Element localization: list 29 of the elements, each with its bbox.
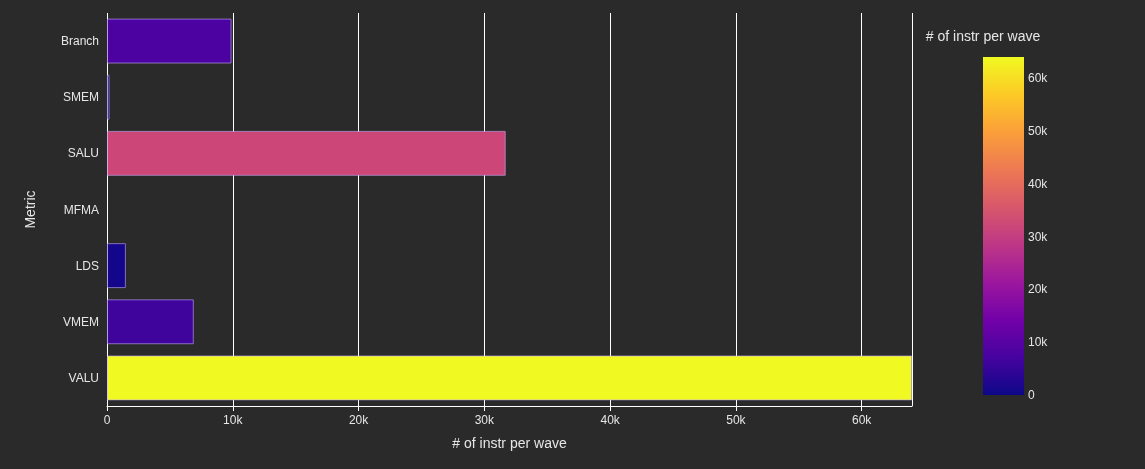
bar [107,243,126,289]
x-tick-label: 10k [223,413,244,427]
y-tick-label: LDS [75,258,99,273]
color-bar-title: # of instr per wave [925,28,1041,44]
color-bar-label: 60k [1028,71,1049,86]
x-tick-label: 40k [600,413,621,427]
x-tick-label: 30k [474,413,496,427]
y-tick-label: SALU [67,146,99,161]
color-bar-label: 10k [1028,335,1049,350]
x-tick-label: 60k [852,413,873,427]
bar [107,355,912,401]
color-bar-label: 20k [1028,282,1049,297]
y-tick-label: MFMA [63,202,99,217]
color-bar-label: 0 [1028,388,1035,402]
bar [107,18,232,64]
bar [107,299,194,345]
bar [107,130,506,176]
y-tick-label: VALU [68,370,99,385]
x-tick-label: 0 [103,413,111,427]
y-tick-label: SMEM [63,90,99,105]
x-tick-label: 50k [726,413,747,427]
color-bar-label: 30k [1028,229,1049,244]
y-axis-title: Metric [22,190,38,229]
x-axis-title: # of instr per wave [452,435,567,451]
y-tick-label: VMEM [63,314,99,329]
x-tick-label: 20k [348,413,370,427]
color-bar-label: 50k [1028,123,1049,138]
y-tick-label: Branch [60,34,99,49]
color-bar-label: 40k [1028,176,1049,191]
